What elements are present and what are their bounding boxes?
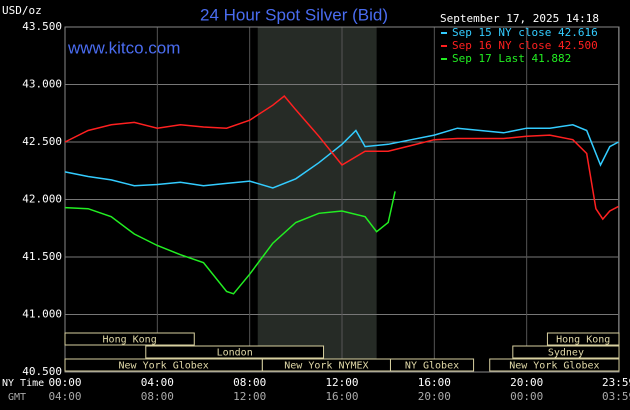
x-tick-label: 08:00	[233, 376, 266, 389]
x2-tick-label: 00:00	[510, 390, 543, 403]
session-box	[546, 332, 620, 346]
series-line	[64, 191, 396, 295]
x2-tick-label: 16:00	[325, 390, 358, 403]
session-box	[389, 358, 475, 372]
x-row-label: NY Time	[2, 378, 44, 389]
timestamp: September 17, 2025 14:18	[440, 12, 599, 25]
session-label: Hong Kong	[103, 335, 157, 346]
series-line	[64, 94, 619, 221]
x2-tick-label: 08:00	[141, 390, 174, 403]
series-line	[64, 124, 619, 189]
legend-label: Sep 15 NY close 42.616	[452, 26, 598, 39]
y-tick-label: 43.000	[22, 78, 62, 91]
session-label: London	[217, 348, 253, 359]
x-tick-label: 16:00	[418, 376, 451, 389]
session-label: Sydney	[548, 348, 584, 359]
x2-tick-label: 20:00	[418, 390, 451, 403]
session-box	[64, 332, 195, 346]
x2-tick-label: 03:59	[602, 390, 630, 403]
session-label: New York Globex	[509, 361, 599, 372]
x-tick-label: 23:59	[602, 376, 630, 389]
session-box	[512, 345, 620, 359]
session-box	[489, 358, 620, 372]
x-tick-label: 00:00	[48, 376, 81, 389]
y-tick-label: 42.500	[22, 135, 62, 148]
y-tick-label: 41.000	[22, 308, 62, 321]
plot-border	[64, 26, 620, 373]
session-label: New York NYMEX	[284, 361, 368, 372]
y-tick-label: 40.500	[22, 365, 62, 378]
x-tick-label: 12:00	[325, 376, 358, 389]
y-tick-label: 42.000	[22, 193, 62, 206]
session-label: NY Globex	[405, 361, 459, 372]
session-label: Hong Kong	[556, 335, 610, 346]
x2-tick-label: 04:00	[48, 390, 81, 403]
x-row-label: GMT	[8, 392, 26, 403]
session-box	[145, 345, 325, 359]
watermark: www.kitco.com	[67, 38, 180, 57]
y-tick-label: 43.500	[22, 20, 62, 33]
x2-tick-label: 12:00	[233, 390, 266, 403]
legend-label: Sep 17 Last 41.882	[452, 52, 571, 65]
legend-label: Sep 16 NY close 42.500	[452, 39, 598, 52]
session-label: New York Globex	[119, 361, 209, 372]
x-tick-label: 04:00	[141, 376, 174, 389]
y-axis-label: USD/oz	[2, 4, 42, 17]
chart-title: 24 Hour Spot Silver (Bid)	[200, 5, 388, 24]
x-tick-label: 20:00	[510, 376, 543, 389]
y-tick-label: 41.500	[22, 250, 62, 263]
